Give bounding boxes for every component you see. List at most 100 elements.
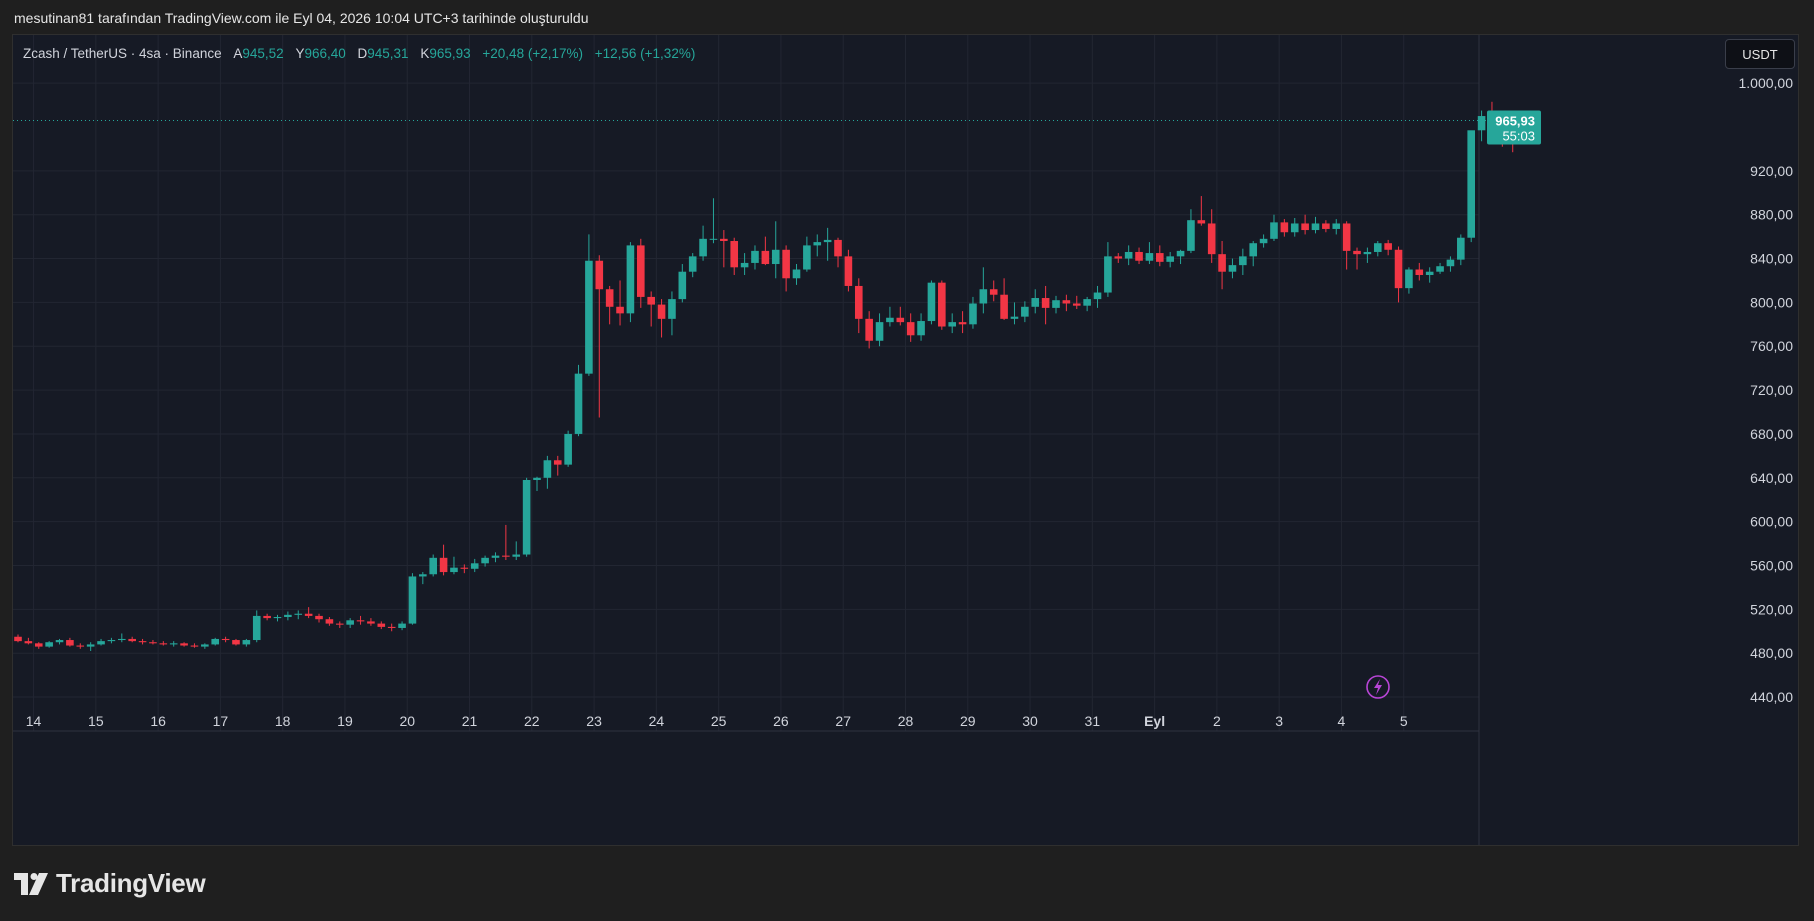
x-tick-label: 23 bbox=[586, 713, 602, 729]
y-tick-label: 880,00 bbox=[1750, 207, 1793, 223]
x-tick-label: 21 bbox=[462, 713, 478, 729]
candle-body bbox=[242, 640, 251, 645]
candle-body bbox=[1093, 292, 1102, 300]
candle-body bbox=[771, 249, 780, 265]
candle-body bbox=[906, 322, 915, 336]
candle-body bbox=[1228, 265, 1237, 272]
candle-body bbox=[159, 643, 168, 645]
price-badge-countdown: 55:03 bbox=[1502, 129, 1535, 144]
candle-body bbox=[252, 615, 261, 641]
y-tick-label: 560,00 bbox=[1750, 557, 1793, 573]
candle-body bbox=[1187, 220, 1195, 251]
candle-body bbox=[439, 557, 448, 573]
candle-body bbox=[1446, 259, 1455, 267]
candle-body bbox=[180, 643, 188, 646]
candle-body bbox=[304, 613, 313, 616]
candle-body bbox=[190, 645, 199, 647]
candle-body bbox=[315, 615, 323, 620]
x-tick-label: 28 bbox=[898, 713, 914, 729]
candle-body bbox=[979, 289, 988, 304]
y-tick-label: 600,00 bbox=[1750, 514, 1793, 530]
candle-body bbox=[1104, 256, 1112, 293]
candle-body bbox=[97, 641, 105, 645]
candle-body bbox=[854, 285, 863, 319]
candle-body bbox=[128, 638, 136, 642]
candle-body bbox=[564, 433, 572, 465]
candle-body bbox=[138, 641, 147, 643]
candle-body bbox=[1342, 223, 1351, 251]
candle-body bbox=[1052, 300, 1060, 308]
candle-body bbox=[491, 555, 500, 558]
candle-body bbox=[34, 643, 43, 647]
candle-body bbox=[865, 318, 873, 341]
x-tick-label: 30 bbox=[1022, 713, 1038, 729]
candle-body bbox=[1353, 250, 1361, 255]
candle-body bbox=[1218, 254, 1226, 272]
ohlc-legend: Zcash / TetherUS · 4sa · Binance A945,52… bbox=[23, 46, 695, 61]
candle-body bbox=[927, 282, 936, 322]
currency-button[interactable]: USDT bbox=[1725, 39, 1795, 69]
candle-body bbox=[1425, 271, 1434, 275]
y-tick-label: 440,00 bbox=[1750, 689, 1793, 705]
candle-body bbox=[1363, 251, 1372, 255]
x-tick-label: 17 bbox=[213, 713, 229, 729]
candle-body bbox=[1322, 223, 1330, 229]
candle-body bbox=[1041, 298, 1050, 308]
candle-body bbox=[450, 567, 458, 573]
candle-body bbox=[678, 271, 687, 300]
candle-body bbox=[1301, 223, 1309, 231]
candle-body bbox=[201, 644, 209, 647]
candle-body bbox=[844, 256, 853, 286]
candle-body bbox=[938, 282, 946, 327]
candle-body bbox=[346, 620, 354, 625]
candle-body bbox=[886, 317, 894, 323]
x-tick-label: 22 bbox=[524, 713, 540, 729]
candlestick-chart[interactable]: 1.000,00 920,00 880,00 840,00 800,00 760,00 72… bbox=[13, 35, 1799, 846]
tradingview-logo[interactable]: TradingView bbox=[14, 868, 206, 899]
tradingview-logo-icon bbox=[14, 872, 48, 895]
candle-body bbox=[1000, 294, 1008, 319]
candle-body bbox=[419, 574, 427, 577]
snapshot-header: mesutinan81 tarafından TradingView.com i… bbox=[14, 10, 589, 26]
candle-body bbox=[1405, 269, 1413, 289]
candle-body bbox=[1031, 298, 1040, 307]
candle-body bbox=[834, 239, 842, 257]
candle-body bbox=[107, 640, 116, 642]
chart-frame[interactable]: 1.000,00 920,00 880,00 840,00 800,00 760,00 72… bbox=[12, 34, 1799, 846]
candle-body bbox=[408, 576, 417, 624]
candle-body bbox=[1083, 299, 1091, 306]
candle-body bbox=[875, 322, 884, 341]
symbol-label[interactable]: Zcash / TetherUS · 4sa · Binance bbox=[23, 46, 222, 61]
lightning-icon[interactable] bbox=[1366, 675, 1390, 699]
brand-name: TradingView bbox=[56, 868, 206, 898]
candle-body bbox=[709, 238, 718, 240]
y-tick-label: 800,00 bbox=[1750, 294, 1793, 310]
change-value: +20,48 (+2,17%) bbox=[482, 46, 583, 61]
candle-body bbox=[1156, 253, 1164, 262]
candle-body bbox=[1145, 253, 1154, 261]
candle-body bbox=[813, 242, 822, 246]
x-tick-label: 20 bbox=[399, 713, 415, 729]
candle-body bbox=[221, 638, 230, 641]
low-value: 945,31 bbox=[367, 46, 409, 61]
candle-body bbox=[1311, 223, 1320, 231]
candle-body bbox=[481, 557, 489, 564]
candle-body bbox=[1176, 250, 1185, 257]
change-value-2: +12,56 (+1,32%) bbox=[594, 46, 696, 61]
candle-body bbox=[294, 613, 303, 615]
x-tick-label: 19 bbox=[337, 713, 353, 729]
candle-body bbox=[657, 304, 666, 319]
candle-body bbox=[1290, 223, 1299, 233]
y-tick-label: 520,00 bbox=[1750, 601, 1793, 617]
candle-body bbox=[387, 626, 396, 628]
candle-body bbox=[1135, 251, 1143, 261]
x-tick-label: 31 bbox=[1085, 713, 1101, 729]
candle-body bbox=[14, 636, 22, 642]
candle-body bbox=[1021, 306, 1029, 317]
candle-body bbox=[969, 303, 977, 325]
candle-body bbox=[367, 621, 375, 624]
candle-body bbox=[284, 614, 292, 618]
candle-body bbox=[585, 260, 593, 374]
candle-body bbox=[1457, 237, 1465, 260]
candle-body bbox=[740, 262, 749, 268]
